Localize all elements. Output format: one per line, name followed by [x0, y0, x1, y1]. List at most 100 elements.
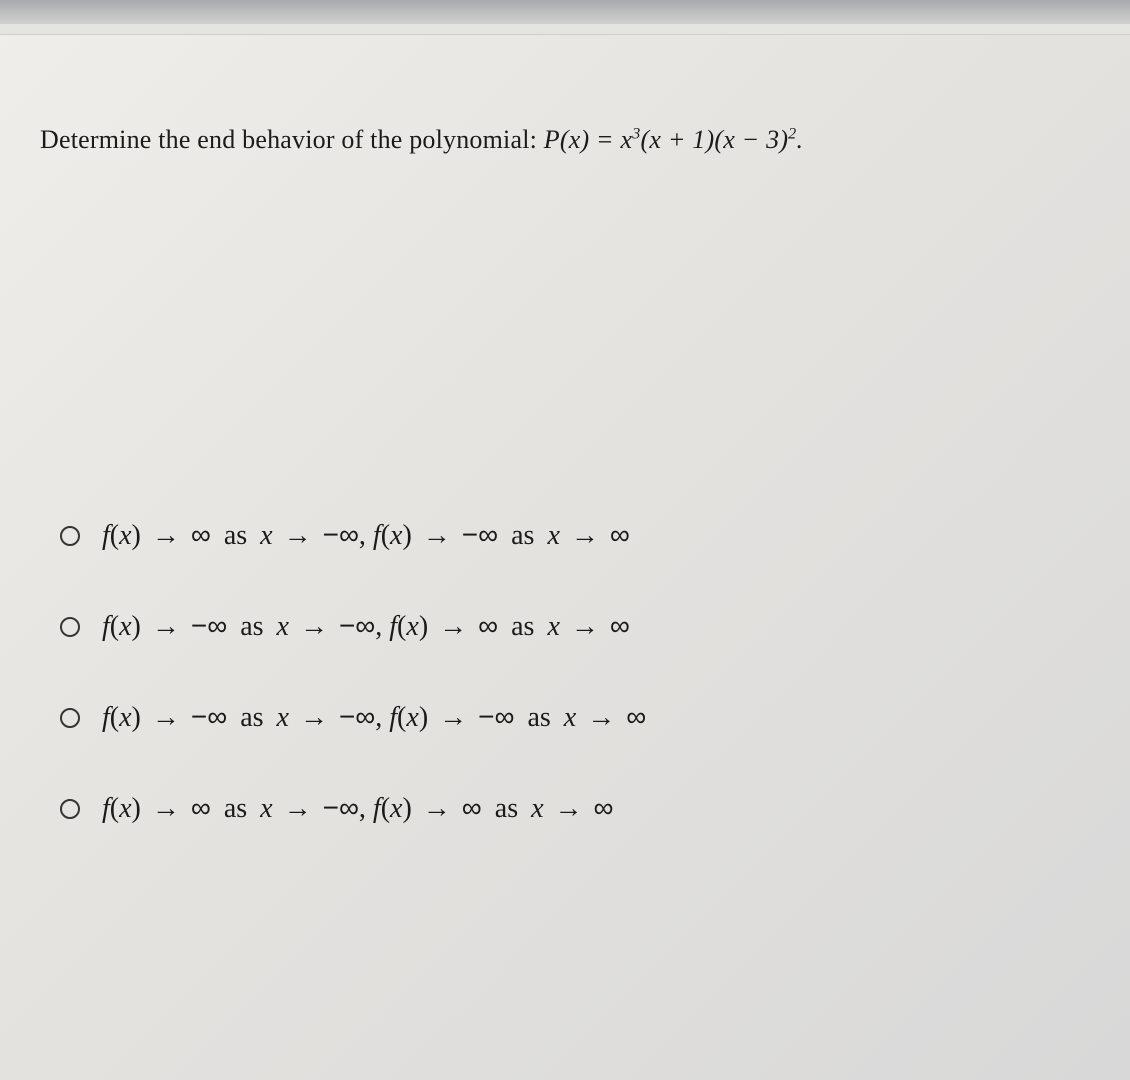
- poly-eq: =: [589, 125, 620, 154]
- left-as-x: −∞: [339, 701, 375, 732]
- term1-var: x: [649, 125, 661, 154]
- x-var: x: [260, 520, 272, 551]
- rp: ): [419, 702, 428, 733]
- left-as-x: −∞: [339, 610, 375, 641]
- right-limit: −∞: [462, 519, 498, 550]
- x-var: x: [119, 702, 131, 733]
- arrow-icon: →: [583, 701, 619, 733]
- poly-lparen: (: [560, 125, 569, 154]
- rp: ): [132, 520, 141, 551]
- question-polynomial: P(x) = x3(x + 1)(x − 3)2.: [544, 125, 803, 154]
- x-var: x: [564, 702, 576, 733]
- as-text: as: [505, 611, 540, 642]
- comma: ,: [375, 611, 389, 642]
- term2-minus: − 3: [735, 125, 779, 154]
- x-var: x: [531, 793, 543, 824]
- rp: ): [132, 611, 141, 642]
- option-row: f(x) → ∞ as x → −∞, f(x) → −∞ as x → ∞: [60, 519, 1100, 552]
- comma: ,: [359, 793, 373, 824]
- term0-exp: 3: [632, 125, 640, 142]
- arrow-icon: →: [567, 519, 603, 551]
- x-var: x: [547, 611, 559, 642]
- comma: ,: [375, 702, 389, 733]
- f-label: f: [373, 520, 381, 551]
- question-lead: Determine the end behavior of the polyno…: [40, 125, 544, 154]
- radio-button[interactable]: [60, 799, 80, 819]
- lp: (: [397, 702, 406, 733]
- option-row: f(x) → ∞ as x → −∞, f(x) → ∞ as x → ∞: [60, 792, 1100, 825]
- x-var: x: [406, 702, 418, 733]
- as-text: as: [218, 520, 253, 551]
- x-var: x: [277, 702, 289, 733]
- right-as-x: ∞: [610, 519, 630, 550]
- radio-button[interactable]: [60, 526, 80, 546]
- arrow-icon: →: [280, 519, 316, 551]
- page: Determine the end behavior of the polyno…: [0, 0, 1130, 1080]
- f-label: f: [389, 611, 397, 642]
- right-limit: −∞: [478, 701, 514, 732]
- f-label: f: [102, 520, 110, 551]
- arrow-icon: →: [419, 792, 455, 824]
- option-expression: f(x) → −∞ as x → −∞, f(x) → ∞ as x → ∞: [102, 610, 630, 643]
- x-var: x: [119, 611, 131, 642]
- f-label: f: [102, 611, 110, 642]
- right-limit: ∞: [478, 610, 498, 641]
- arrow-icon: →: [551, 792, 587, 824]
- poly-rparen: ): [580, 125, 589, 154]
- as-text: as: [218, 793, 253, 824]
- left-limit: ∞: [191, 792, 211, 823]
- question-text: Determine the end behavior of the polyno…: [40, 120, 1100, 159]
- as-text: as: [489, 793, 524, 824]
- x-var: x: [119, 793, 131, 824]
- x-var: x: [390, 793, 402, 824]
- term0-base: x: [621, 125, 633, 154]
- term1-plus: + 1: [661, 125, 705, 154]
- period: .: [796, 125, 803, 154]
- as-text: as: [521, 702, 556, 733]
- right-as-x: ∞: [610, 610, 630, 641]
- term2-l: (: [714, 125, 723, 154]
- as-text: as: [505, 520, 540, 551]
- option-row: f(x) → −∞ as x → −∞, f(x) → ∞ as x → ∞: [60, 610, 1100, 643]
- lp: (: [110, 520, 119, 551]
- arrow-icon: →: [435, 610, 471, 642]
- term2-r: ): [779, 125, 788, 154]
- left-as-x: −∞: [323, 519, 359, 550]
- poly-var: x: [569, 125, 581, 154]
- comma: ,: [359, 520, 373, 551]
- option-expression: f(x) → ∞ as x → −∞, f(x) → ∞ as x → ∞: [102, 792, 614, 825]
- arrow-icon: →: [296, 701, 332, 733]
- lp: (: [110, 611, 119, 642]
- term1-r: ): [705, 125, 714, 154]
- arrow-icon: →: [148, 701, 184, 733]
- radio-button[interactable]: [60, 708, 80, 728]
- x-var: x: [390, 520, 402, 551]
- poly-fn: P: [544, 125, 560, 154]
- x-var: x: [119, 520, 131, 551]
- lp: (: [397, 611, 406, 642]
- f-label: f: [102, 793, 110, 824]
- option-row: f(x) → −∞ as x → −∞, f(x) → −∞ as x → ∞: [60, 701, 1100, 734]
- arrow-icon: →: [148, 519, 184, 551]
- as-text: as: [234, 611, 269, 642]
- option-expression: f(x) → ∞ as x → −∞, f(x) → −∞ as x → ∞: [102, 519, 630, 552]
- arrow-icon: →: [148, 792, 184, 824]
- right-as-x: ∞: [594, 792, 614, 823]
- arrow-icon: →: [280, 792, 316, 824]
- f-label: f: [373, 793, 381, 824]
- option-expression: f(x) → −∞ as x → −∞, f(x) → −∞ as x → ∞: [102, 701, 646, 734]
- as-text: as: [234, 702, 269, 733]
- radio-button[interactable]: [60, 617, 80, 637]
- page-top-edge-shadow: [0, 24, 1130, 35]
- options-list: f(x) → ∞ as x → −∞, f(x) → −∞ as x → ∞: [40, 519, 1100, 825]
- f-label: f: [102, 702, 110, 733]
- left-as-x: −∞: [323, 792, 359, 823]
- arrow-icon: →: [296, 610, 332, 642]
- x-var: x: [277, 611, 289, 642]
- left-limit: −∞: [191, 701, 227, 732]
- x-var: x: [260, 793, 272, 824]
- content-area: Determine the end behavior of the polyno…: [40, 60, 1100, 1080]
- x-var: x: [547, 520, 559, 551]
- left-limit: −∞: [191, 610, 227, 641]
- lp: (: [110, 702, 119, 733]
